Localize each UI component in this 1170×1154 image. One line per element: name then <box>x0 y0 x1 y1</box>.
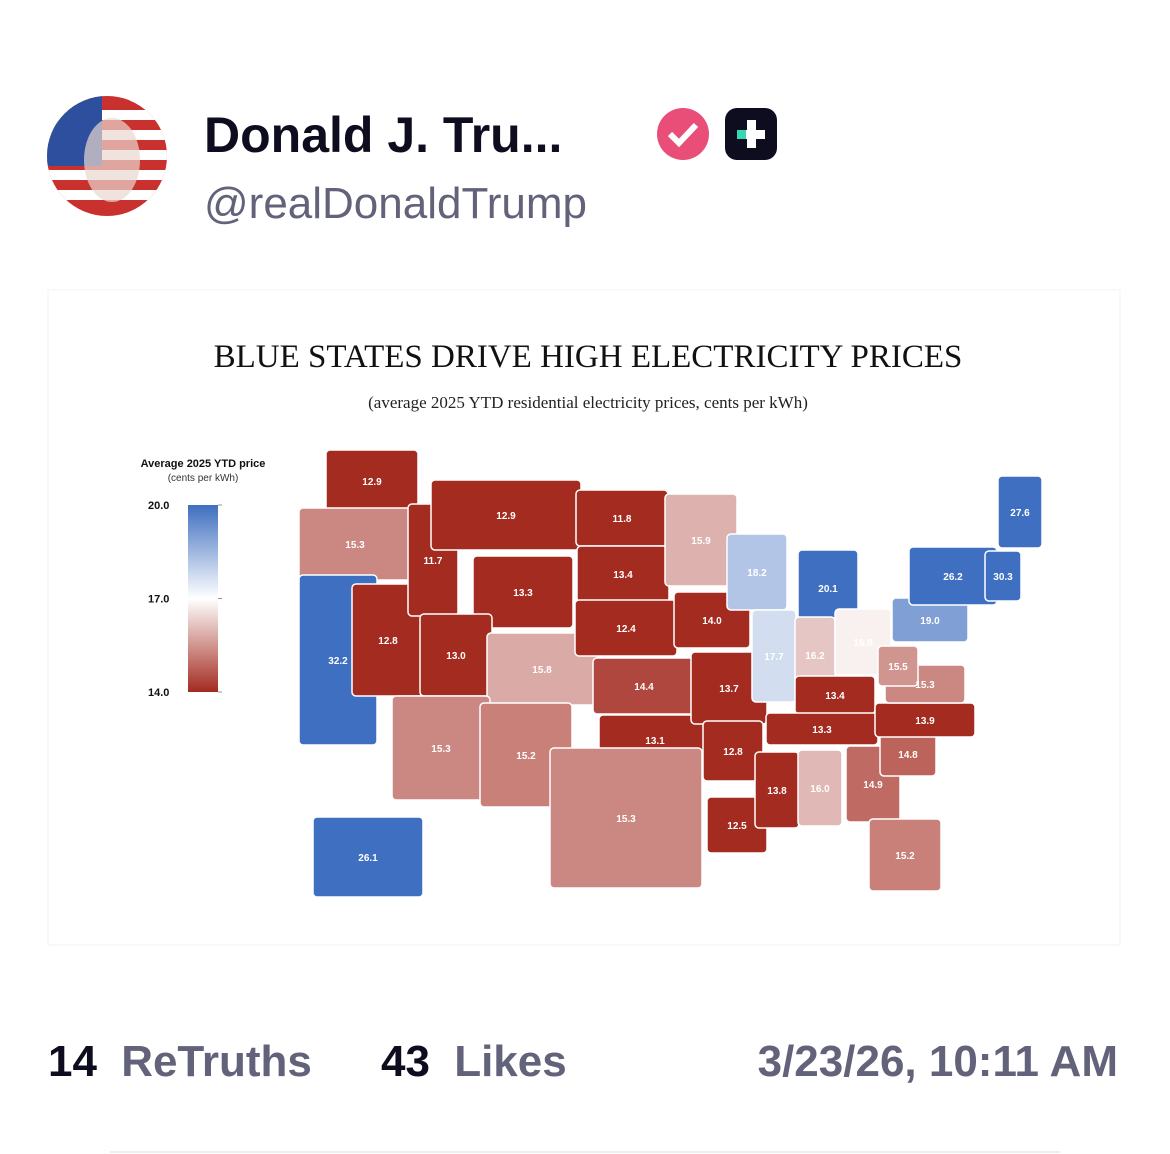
state-value-label: 26.1 <box>358 853 378 864</box>
state-value-label: 16.0 <box>810 784 830 795</box>
legend-bar <box>188 505 218 692</box>
state-value-label: 19.0 <box>920 616 940 627</box>
state-value-label: 14.0 <box>702 616 722 627</box>
state-value-label: 15.8 <box>532 665 552 676</box>
plus-badge <box>725 108 777 160</box>
state-value-label: 32.2 <box>328 656 348 667</box>
state-value-label: 16.8 <box>853 638 873 649</box>
state-value-label: 15.9 <box>691 536 711 547</box>
chart-subtitle: (average 2025 YTD residential electricit… <box>368 393 808 412</box>
state-value-label: 13.8 <box>767 786 787 797</box>
state-value-label: 13.7 <box>719 684 739 695</box>
state-value-label: 12.9 <box>496 511 516 522</box>
state-value-label: 12.4 <box>616 624 636 635</box>
legend-tick-label: 17.0 <box>148 594 169 606</box>
legend-subtitle: (cents per kWh) <box>168 473 239 484</box>
state <box>312 816 424 898</box>
state-value-label: 13.9 <box>915 716 935 727</box>
author-name[interactable]: Donald J. Tru... <box>204 107 562 163</box>
state-value-label: 12.8 <box>723 747 743 758</box>
state-value-label: 12.9 <box>362 477 382 488</box>
state-value-label: 15.5 <box>888 662 908 673</box>
verified-badge <box>657 108 709 160</box>
state <box>702 720 764 782</box>
state-value-label: 13.3 <box>812 725 832 736</box>
state-value-label: 12.5 <box>727 821 747 832</box>
state-value-label: 15.3 <box>345 540 365 551</box>
state-value-label: 17.7 <box>764 652 784 663</box>
state-value-label: 14.8 <box>898 750 918 761</box>
avatar[interactable] <box>47 96 167 216</box>
retruths-label[interactable]: ReTruths <box>121 1037 312 1086</box>
state <box>877 645 919 687</box>
state <box>797 749 843 827</box>
state-value-label: 13.4 <box>613 570 633 581</box>
timestamp: 3/23/26, 10:11 AM <box>758 1037 1118 1086</box>
state-value-label: 15.3 <box>431 744 451 755</box>
author-handle[interactable]: @realDonaldTrump <box>204 179 587 228</box>
state-value-label: 15.2 <box>516 751 536 762</box>
chart-title: BLUE STATES DRIVE HIGH ELECTRICITY PRICE… <box>214 339 963 375</box>
state-value-label: 14.9 <box>863 780 883 791</box>
map: 12.9 15.3 32.2 12.8 11.7 12.9 13.3 13.0 15.8 15.3… <box>298 449 1043 898</box>
state-value-label: 11.8 <box>613 514 632 525</box>
state-value-label: 13.0 <box>446 651 466 662</box>
likes-label[interactable]: Likes <box>454 1037 567 1086</box>
state <box>984 550 1022 602</box>
state-value-label: 15.2 <box>895 851 915 862</box>
state-value-label: 13.4 <box>825 691 845 702</box>
state-value-label: 27.6 <box>1010 508 1030 519</box>
retruths-count[interactable]: 14 <box>48 1037 97 1086</box>
state <box>472 555 574 629</box>
state-value-label: 13.1 <box>645 736 665 747</box>
state <box>834 608 892 676</box>
stats: 14 ReTruths 43 Likes <box>48 1037 567 1086</box>
state-value-label: 12.8 <box>378 636 398 647</box>
state-value-label: 26.2 <box>943 572 963 583</box>
likes-count[interactable]: 43 <box>381 1037 430 1086</box>
state-value-label: 15.3 <box>915 680 935 691</box>
legend-tick-label: 20.0 <box>148 500 169 512</box>
state-value-label: 30.3 <box>993 572 1013 583</box>
legend-tick-label: 14.0 <box>148 687 169 699</box>
state-value-label: 16.2 <box>805 651 825 662</box>
state-value-label: 11.7 <box>424 556 443 567</box>
state-value-label: 14.4 <box>634 682 654 693</box>
state-value-label: 18.2 <box>747 568 767 579</box>
state <box>997 475 1043 549</box>
state-value-label: 15.3 <box>616 814 636 825</box>
legend-title: Average 2025 YTD price <box>141 458 266 470</box>
state-value-label: 20.1 <box>818 584 838 595</box>
state-value-label: 13.3 <box>513 588 533 599</box>
state <box>549 747 703 889</box>
state <box>868 818 942 892</box>
